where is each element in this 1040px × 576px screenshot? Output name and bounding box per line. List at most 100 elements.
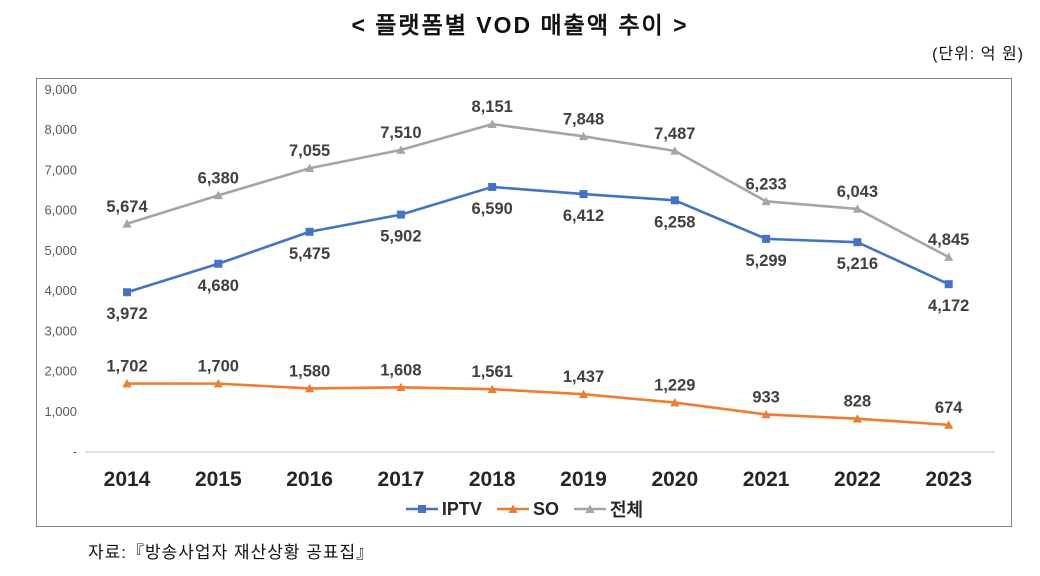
triangle-marker-icon: [670, 397, 680, 407]
data-label: 1,700: [198, 358, 239, 376]
data-label: 3,972: [106, 305, 147, 323]
triangle-marker-icon: [670, 146, 680, 155]
square-marker-icon: [396, 210, 405, 219]
source-note: 자료:『방송사업자 재산상황 공표집』: [88, 543, 375, 562]
y-tick-label: 6,000: [44, 203, 77, 218]
y-tick-label: 2,000: [44, 364, 77, 379]
y-tick-label: 8,000: [44, 122, 77, 137]
data-label: 7,055: [289, 142, 330, 160]
data-label: 7,848: [563, 110, 604, 128]
triangle-marker-icon: [487, 119, 497, 128]
square-marker-icon: [305, 227, 314, 236]
data-label: 6,233: [745, 175, 786, 193]
data-label: 1,561: [472, 363, 513, 381]
x-tick-label: 2014: [104, 468, 151, 491]
line-chart: - 1,000 2,000 3,000 4,000 5,000 6,000 7,000 8,00…: [44, 82, 995, 491]
legend-label: SO: [532, 498, 559, 519]
y-tick-label: 4,000: [44, 283, 77, 298]
data-label: 1,580: [289, 362, 330, 380]
data-label: 1,437: [563, 368, 604, 386]
data-label: 4,845: [928, 231, 969, 249]
data-label: 7,510: [380, 124, 421, 142]
data-label: 6,043: [837, 183, 878, 201]
triangle-marker-icon: [761, 409, 771, 419]
x-tick-label: 2019: [560, 468, 607, 491]
x-tick-label: 2021: [743, 468, 790, 491]
data-label: 1,229: [654, 377, 695, 395]
data-label: 933: [752, 388, 780, 406]
legend-item-IPTV: IPTV: [405, 499, 482, 520]
x-tick-label: 2015: [195, 468, 242, 491]
series-전체: 5,674 6,380 7,055 7,510 8,151 7,848 7,487 6,233…: [106, 98, 969, 261]
triangle-marker-icon: [944, 252, 954, 261]
triangle-marker-icon: [852, 414, 862, 423]
y-tick-label: 7,000: [44, 162, 77, 177]
unit-label: (단위: 억 원): [932, 46, 1024, 63]
triangle-marker-icon: [305, 383, 315, 393]
square-marker-icon: [579, 190, 588, 199]
triangle-marker-icon: [122, 378, 132, 388]
data-label: 1,608: [380, 361, 421, 379]
data-label: 828: [844, 393, 872, 411]
triangle-marker-icon: [213, 190, 223, 200]
data-label: 6,380: [198, 169, 239, 187]
chart-frame: - 1,000 2,000 3,000 4,000 5,000 6,000 7,000 8,00…: [36, 78, 1012, 527]
triangle-marker-icon: [578, 389, 589, 399]
data-label: 5,475: [289, 245, 330, 263]
y-tick-label: 5,000: [44, 243, 77, 258]
series-line-SO: [125, 382, 951, 427]
series-line-전체: [125, 122, 951, 259]
legend-label: IPTV: [441, 498, 482, 519]
chart-title: < 플랫폼별 VOD 매출액 추이 >: [351, 12, 689, 38]
square-marker-icon: [670, 196, 679, 205]
triangle-marker-icon: [396, 145, 406, 154]
data-label: 5,674: [106, 198, 148, 216]
square-marker-icon: [123, 288, 131, 297]
legend-item-SO: SO: [496, 499, 559, 520]
x-axis-labels: 2014 2015 2016 2017 2018 2019 2020 2021 2022 2023: [104, 468, 972, 491]
x-tick-label: 2020: [651, 468, 698, 491]
data-label: 4,680: [198, 277, 239, 295]
legend-marker-icon: [496, 504, 529, 513]
square-marker-icon: [762, 234, 771, 243]
x-tick-label: 2018: [469, 468, 516, 491]
data-label: 5,902: [380, 228, 421, 246]
data-label: 674: [935, 399, 963, 417]
triangle-marker-icon: [305, 163, 315, 173]
legend-marker-icon: [405, 505, 438, 513]
x-tick-label: 2023: [925, 468, 972, 491]
series-IPTV: 3,972 4,680 5,475 5,902 6,590 6,412 6,258 5,299…: [106, 182, 969, 323]
triangle-marker-icon: [396, 382, 406, 392]
data-label: 5,299: [745, 252, 786, 270]
square-marker-icon: [488, 182, 497, 191]
data-label: 1,702: [106, 358, 147, 376]
triangle-marker-icon: [487, 384, 497, 394]
legend-label: 전체: [609, 500, 644, 520]
series-line-IPTV: [125, 185, 951, 294]
chart-legend: IPTV SO 전체: [37, 496, 1011, 522]
y-axis-labels: - 1,000 2,000 3,000 4,000 5,000 6,000 7,000 8,00…: [44, 82, 77, 459]
x-tick-label: 2016: [286, 468, 333, 491]
data-label: 4,172: [928, 297, 969, 315]
y-tick-label: 1,000: [44, 404, 77, 419]
triangle-marker-icon: [122, 219, 132, 228]
triangle-marker-icon: [578, 131, 589, 141]
x-tick-label: 2022: [834, 468, 881, 491]
data-label: 5,216: [837, 255, 878, 273]
data-label: 6,412: [563, 207, 604, 225]
data-label: 8,151: [472, 98, 513, 116]
y-tick-label: -: [73, 444, 77, 459]
data-label: 6,590: [472, 200, 513, 218]
legend-item-전체: 전체: [573, 496, 643, 522]
data-label: 6,258: [654, 213, 695, 231]
y-tick-label: 9,000: [44, 82, 77, 97]
square-marker-icon: [214, 259, 223, 268]
y-tick-label: 3,000: [44, 323, 77, 338]
triangle-marker-icon: [852, 204, 862, 213]
triangle-marker-icon: [761, 196, 771, 206]
data-label: 7,487: [654, 125, 695, 143]
x-tick-label: 2017: [378, 468, 425, 491]
legend-marker-icon: [573, 504, 606, 513]
triangle-marker-icon: [213, 379, 223, 388]
